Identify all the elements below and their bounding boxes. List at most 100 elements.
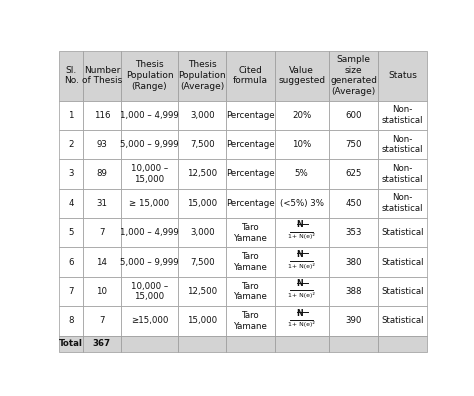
Bar	[274, 248, 329, 277]
Text: 31: 31	[96, 199, 108, 208]
Text: Taro
Yamane: Taro Yamane	[234, 223, 267, 243]
Bar	[83, 159, 121, 188]
Bar	[227, 51, 274, 101]
Bar	[378, 101, 427, 130]
Bar	[329, 101, 378, 130]
Text: 10,000 –
15,000: 10,000 – 15,000	[131, 164, 168, 184]
Bar	[178, 277, 227, 306]
Bar	[59, 277, 83, 306]
Text: Non-
statistical: Non- statistical	[382, 135, 423, 154]
Text: 10: 10	[96, 287, 108, 296]
Text: 1: 1	[68, 111, 74, 120]
Text: Non-
statistical: Non- statistical	[382, 194, 423, 213]
Text: 7: 7	[68, 287, 74, 296]
Bar	[378, 51, 427, 101]
Bar	[274, 188, 329, 218]
Text: 353: 353	[346, 228, 362, 237]
Bar	[59, 51, 83, 101]
Text: 12,500: 12,500	[187, 287, 218, 296]
Bar	[329, 248, 378, 277]
Text: 5: 5	[68, 228, 74, 237]
Text: Status: Status	[388, 71, 417, 80]
Bar	[378, 277, 427, 306]
Text: N: N	[297, 221, 303, 229]
Bar	[178, 159, 227, 188]
Bar	[121, 306, 178, 335]
Text: ≥ 15,000: ≥ 15,000	[129, 199, 170, 208]
Text: Taro
Yamane: Taro Yamane	[234, 282, 267, 301]
Text: 600: 600	[346, 111, 362, 120]
Text: 12,500: 12,500	[187, 169, 218, 179]
Text: 1,000 – 4,999: 1,000 – 4,999	[120, 228, 179, 237]
Text: 3,000: 3,000	[190, 228, 215, 237]
Bar	[59, 335, 83, 352]
Bar	[83, 101, 121, 130]
Text: 20%: 20%	[292, 111, 311, 120]
Bar	[83, 277, 121, 306]
Bar	[274, 306, 329, 335]
Text: 7: 7	[99, 228, 105, 237]
Bar	[59, 130, 83, 159]
Text: 5,000 – 9,999: 5,000 – 9,999	[120, 140, 179, 149]
Bar	[274, 101, 329, 130]
Text: 7,500: 7,500	[190, 140, 215, 149]
Bar	[227, 335, 274, 352]
Text: Statistical: Statistical	[381, 287, 424, 296]
Bar	[329, 130, 378, 159]
Bar	[378, 218, 427, 248]
Bar	[274, 218, 329, 248]
Text: Percentage: Percentage	[226, 111, 275, 120]
Bar	[227, 306, 274, 335]
Text: Percentage: Percentage	[226, 140, 275, 149]
Bar	[329, 51, 378, 101]
Bar	[178, 188, 227, 218]
Bar	[378, 306, 427, 335]
Text: 3: 3	[68, 169, 74, 179]
Text: ≥15,000: ≥15,000	[131, 316, 168, 326]
Bar	[227, 218, 274, 248]
Bar	[274, 130, 329, 159]
Bar	[83, 248, 121, 277]
Bar	[178, 306, 227, 335]
Bar	[121, 130, 178, 159]
Text: 1+ N(e)²: 1+ N(e)²	[288, 292, 315, 298]
Bar	[178, 51, 227, 101]
Text: 388: 388	[346, 287, 362, 296]
Text: Total: Total	[59, 339, 83, 348]
Text: Non-
statistical: Non- statistical	[382, 164, 423, 184]
Text: 367: 367	[93, 339, 111, 348]
Bar	[378, 159, 427, 188]
Text: 6: 6	[68, 258, 74, 267]
Bar	[121, 101, 178, 130]
Bar	[329, 277, 378, 306]
Text: Sl.
No.: Sl. No.	[64, 66, 79, 86]
Text: 7: 7	[99, 316, 105, 326]
Bar	[227, 130, 274, 159]
Bar	[274, 335, 329, 352]
Text: N: N	[297, 279, 303, 288]
Bar	[121, 188, 178, 218]
Bar	[274, 51, 329, 101]
Text: 1+ N(e)²: 1+ N(e)²	[288, 263, 315, 269]
Text: Statistical: Statistical	[381, 228, 424, 237]
Text: Number
of Thesis: Number of Thesis	[82, 66, 122, 86]
Bar	[178, 248, 227, 277]
Text: N: N	[297, 308, 303, 318]
Text: 5,000 – 9,999: 5,000 – 9,999	[120, 258, 179, 267]
Bar	[83, 130, 121, 159]
Text: Cited
formula: Cited formula	[233, 66, 268, 86]
Bar	[59, 101, 83, 130]
Bar	[121, 248, 178, 277]
Bar	[121, 218, 178, 248]
Text: N: N	[297, 250, 303, 259]
Text: 93: 93	[97, 140, 108, 149]
Text: 15,000: 15,000	[187, 316, 218, 326]
Bar	[83, 335, 121, 352]
Text: 14: 14	[96, 258, 108, 267]
Text: Statistical: Statistical	[381, 316, 424, 326]
Bar	[178, 218, 227, 248]
Text: Non-
statistical: Non- statistical	[382, 105, 423, 125]
Bar	[83, 51, 121, 101]
Text: 5%: 5%	[295, 169, 309, 179]
Text: Thesis
Population
(Average): Thesis Population (Average)	[179, 60, 226, 91]
